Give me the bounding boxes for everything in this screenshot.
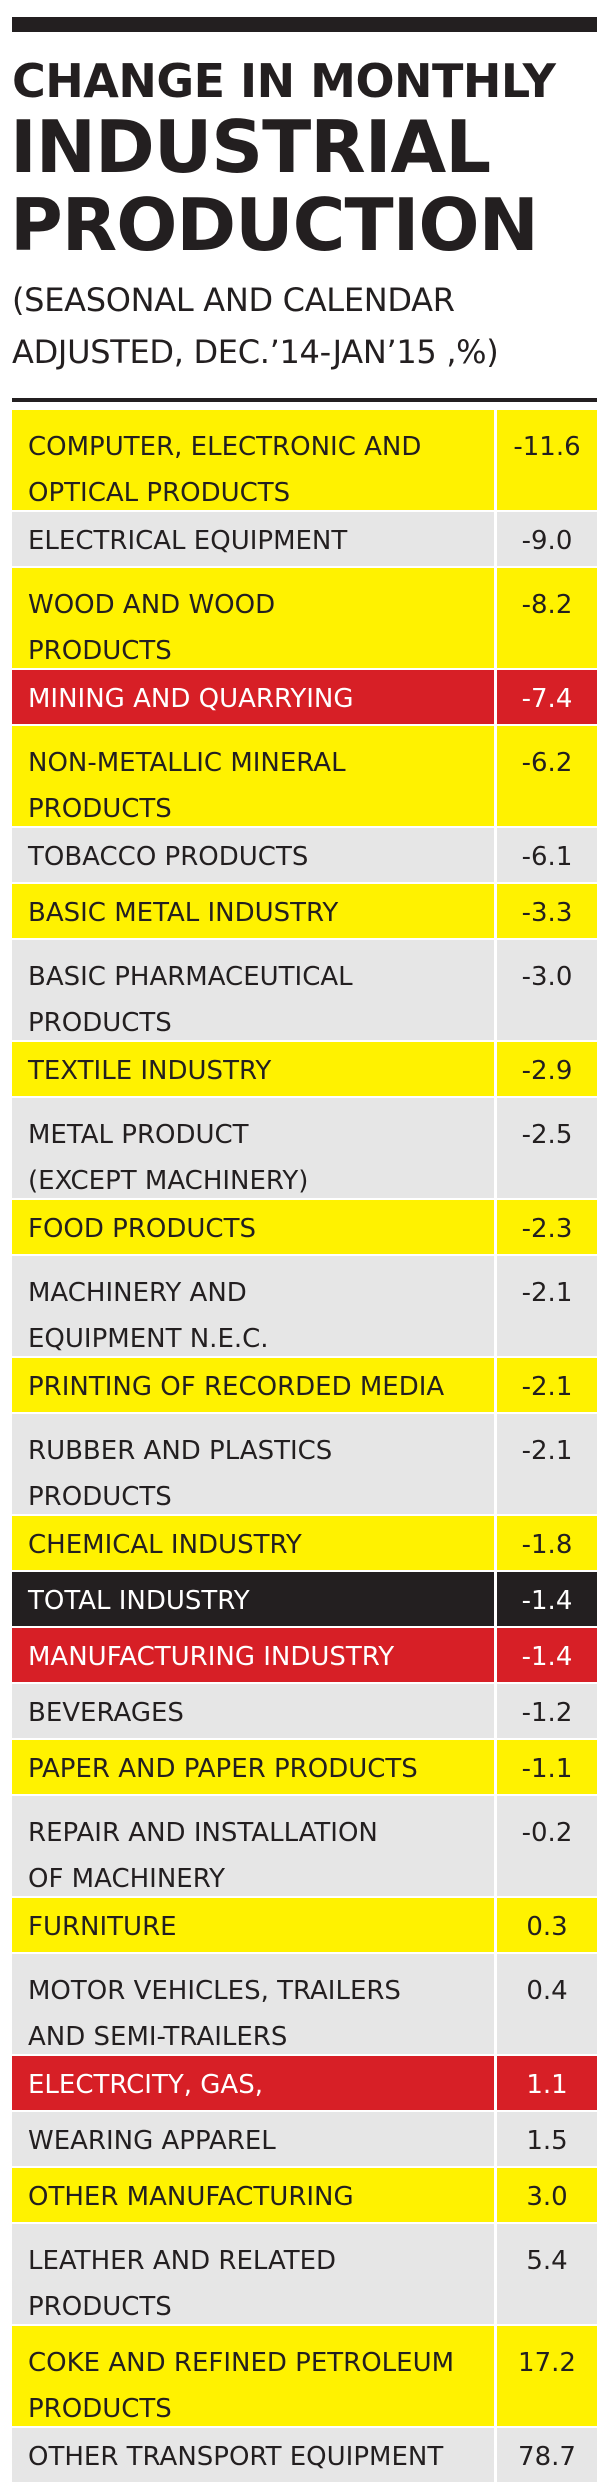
table-row: METAL PRODUCT (EXCEPT MACHINERY) -2.5 — [12, 1098, 597, 1200]
row-value: 3.0 — [494, 2168, 597, 2222]
row-value: -1.8 — [494, 1516, 597, 1570]
row-label: CHEMICAL INDUSTRY — [28, 1530, 302, 1560]
table-row: TOBACCO PRODUCTS -6.1 — [12, 828, 597, 884]
subtitle-rule — [12, 398, 597, 402]
row-value: 1.1 — [494, 2056, 597, 2110]
row-label: PAPER AND PAPER PRODUCTS — [28, 1754, 418, 1784]
row-value: -2.1 — [494, 1414, 597, 1514]
row-value: -8.2 — [494, 568, 597, 668]
row-value: 0.3 — [494, 1898, 597, 1952]
row-value: 0.4 — [494, 1954, 597, 2054]
table-row: REPAIR AND INSTALLATION OF MACHINERY -0.2 — [12, 1796, 597, 1898]
row-label: MACHINERY AND EQUIPMENT N.E.C. — [28, 1278, 269, 1354]
table-row: ELECTRCITY, GAS, 1.1 — [12, 2056, 597, 2112]
row-label: ELECTRCITY, GAS, — [28, 2070, 263, 2100]
row-label: TOTAL INDUSTRY — [28, 1586, 250, 1616]
row-value: -1.4 — [494, 1628, 597, 1682]
chart-subtitle-line-2: ADJUSTED, DEC.’14-JAN’15 ,%) — [12, 333, 499, 371]
row-label: ELECTRICAL EQUIPMENT — [28, 526, 348, 556]
row-label: MOTOR VEHICLES, TRAILERS AND SEMI-TRAILE… — [28, 1976, 401, 2052]
row-value: -1.4 — [494, 1572, 597, 1626]
table-row: BEVERAGES -1.2 — [12, 1684, 597, 1740]
table-row: MINING AND QUARRYING -7.4 — [12, 670, 597, 726]
table-row: MACHINERY AND EQUIPMENT N.E.C. -2.1 — [12, 1256, 597, 1358]
table-row: OTHER TRANSPORT EQUIPMENT 78.7 — [12, 2428, 597, 2484]
row-label: REPAIR AND INSTALLATION OF MACHINERY — [28, 1818, 378, 1894]
chart-title-line-1: CHANGE IN MONTHLY — [12, 54, 556, 108]
row-value: -7.4 — [494, 670, 597, 724]
row-value: -3.3 — [494, 884, 597, 938]
table-row: FURNITURE 0.3 — [12, 1898, 597, 1954]
row-value: -0.2 — [494, 1796, 597, 1896]
row-label: BASIC PHARMACEUTICAL PRODUCTS — [28, 962, 353, 1038]
row-value: -1.1 — [494, 1740, 597, 1794]
row-value: -2.1 — [494, 1256, 597, 1356]
data-table: COMPUTER, ELECTRONIC AND OPTICAL PRODUCT… — [12, 410, 597, 2484]
table-row: BASIC PHARMACEUTICAL PRODUCTS -3.0 — [12, 940, 597, 1042]
row-label: MINING AND QUARRYING — [28, 684, 354, 714]
row-value: -9.0 — [494, 512, 597, 566]
row-value: -6.1 — [494, 828, 597, 882]
row-value: -2.1 — [494, 1358, 597, 1412]
row-label: METAL PRODUCT (EXCEPT MACHINERY) — [28, 1120, 309, 1196]
row-label: COMPUTER, ELECTRONIC AND OPTICAL PRODUCT… — [28, 432, 422, 508]
row-label: RUBBER AND PLASTICS PRODUCTS — [28, 1436, 333, 1512]
chart-subtitle-line-1: (SEASONAL AND CALENDAR — [12, 281, 455, 319]
row-label: COKE AND REFINED PETROLEUM PRODUCTS — [28, 2348, 455, 2424]
row-value: 1.5 — [494, 2112, 597, 2166]
row-label: PRINTING OF RECORDED MEDIA — [28, 1372, 445, 1402]
table-row: COKE AND REFINED PETROLEUM PRODUCTS 17.2 — [12, 2326, 597, 2428]
row-label: OTHER MANUFACTURING — [28, 2182, 354, 2212]
row-value: 17.2 — [494, 2326, 597, 2426]
table-row: WEARING APPAREL 1.5 — [12, 2112, 597, 2168]
row-label: BASIC METAL INDUSTRY — [28, 898, 339, 928]
row-label: OTHER TRANSPORT EQUIPMENT — [28, 2442, 444, 2472]
table-row: PRINTING OF RECORDED MEDIA -2.1 — [12, 1358, 597, 1414]
table-row: TOTAL INDUSTRY -1.4 — [12, 1572, 597, 1628]
row-value: -1.2 — [494, 1684, 597, 1738]
row-label: WEARING APPAREL — [28, 2126, 276, 2156]
chart-title-line-2: INDUSTRIAL — [10, 105, 491, 189]
row-label: FURNITURE — [28, 1912, 177, 1942]
table-row: MANUFACTURING INDUSTRY -1.4 — [12, 1628, 597, 1684]
row-value: -3.0 — [494, 940, 597, 1040]
table-row: ELECTRICAL EQUIPMENT -9.0 — [12, 512, 597, 568]
row-label: TEXTILE INDUSTRY — [28, 1056, 272, 1086]
table-row: NON-METALLIC MINERAL PRODUCTS -6.2 — [12, 726, 597, 828]
table-row: RUBBER AND PLASTICS PRODUCTS -2.1 — [12, 1414, 597, 1516]
row-label: FOOD PRODUCTS — [28, 1214, 256, 1244]
row-label: MANUFACTURING INDUSTRY — [28, 1642, 395, 1672]
table-row: WOOD AND WOOD PRODUCTS -8.2 — [12, 568, 597, 670]
table-row: COMPUTER, ELECTRONIC AND OPTICAL PRODUCT… — [12, 410, 597, 512]
row-value: -11.6 — [494, 410, 597, 510]
row-value: -6.2 — [494, 726, 597, 826]
table-row: OTHER MANUFACTURING 3.0 — [12, 2168, 597, 2224]
table-row: LEATHER AND RELATED PRODUCTS 5.4 — [12, 2224, 597, 2326]
table-row: BASIC METAL INDUSTRY -3.3 — [12, 884, 597, 940]
row-label: BEVERAGES — [28, 1698, 184, 1728]
row-value: 5.4 — [494, 2224, 597, 2324]
row-value: -2.9 — [494, 1042, 597, 1096]
table-row: FOOD PRODUCTS -2.3 — [12, 1200, 597, 1256]
top-rule — [12, 17, 597, 32]
row-value: -2.3 — [494, 1200, 597, 1254]
table-row: PAPER AND PAPER PRODUCTS -1.1 — [12, 1740, 597, 1796]
row-value: 78.7 — [494, 2428, 597, 2482]
chart-title-line-3: PRODUCTION — [10, 183, 539, 267]
row-label: TOBACCO PRODUCTS — [28, 842, 309, 872]
table-row: CHEMICAL INDUSTRY -1.8 — [12, 1516, 597, 1572]
row-label: LEATHER AND RELATED PRODUCTS — [28, 2246, 337, 2322]
row-value: -2.5 — [494, 1098, 597, 1198]
table-row: MOTOR VEHICLES, TRAILERS AND SEMI-TRAILE… — [12, 1954, 597, 2056]
row-label: NON-METALLIC MINERAL PRODUCTS — [28, 748, 346, 824]
row-label: WOOD AND WOOD PRODUCTS — [28, 590, 276, 666]
table-row: TEXTILE INDUSTRY -2.9 — [12, 1042, 597, 1098]
